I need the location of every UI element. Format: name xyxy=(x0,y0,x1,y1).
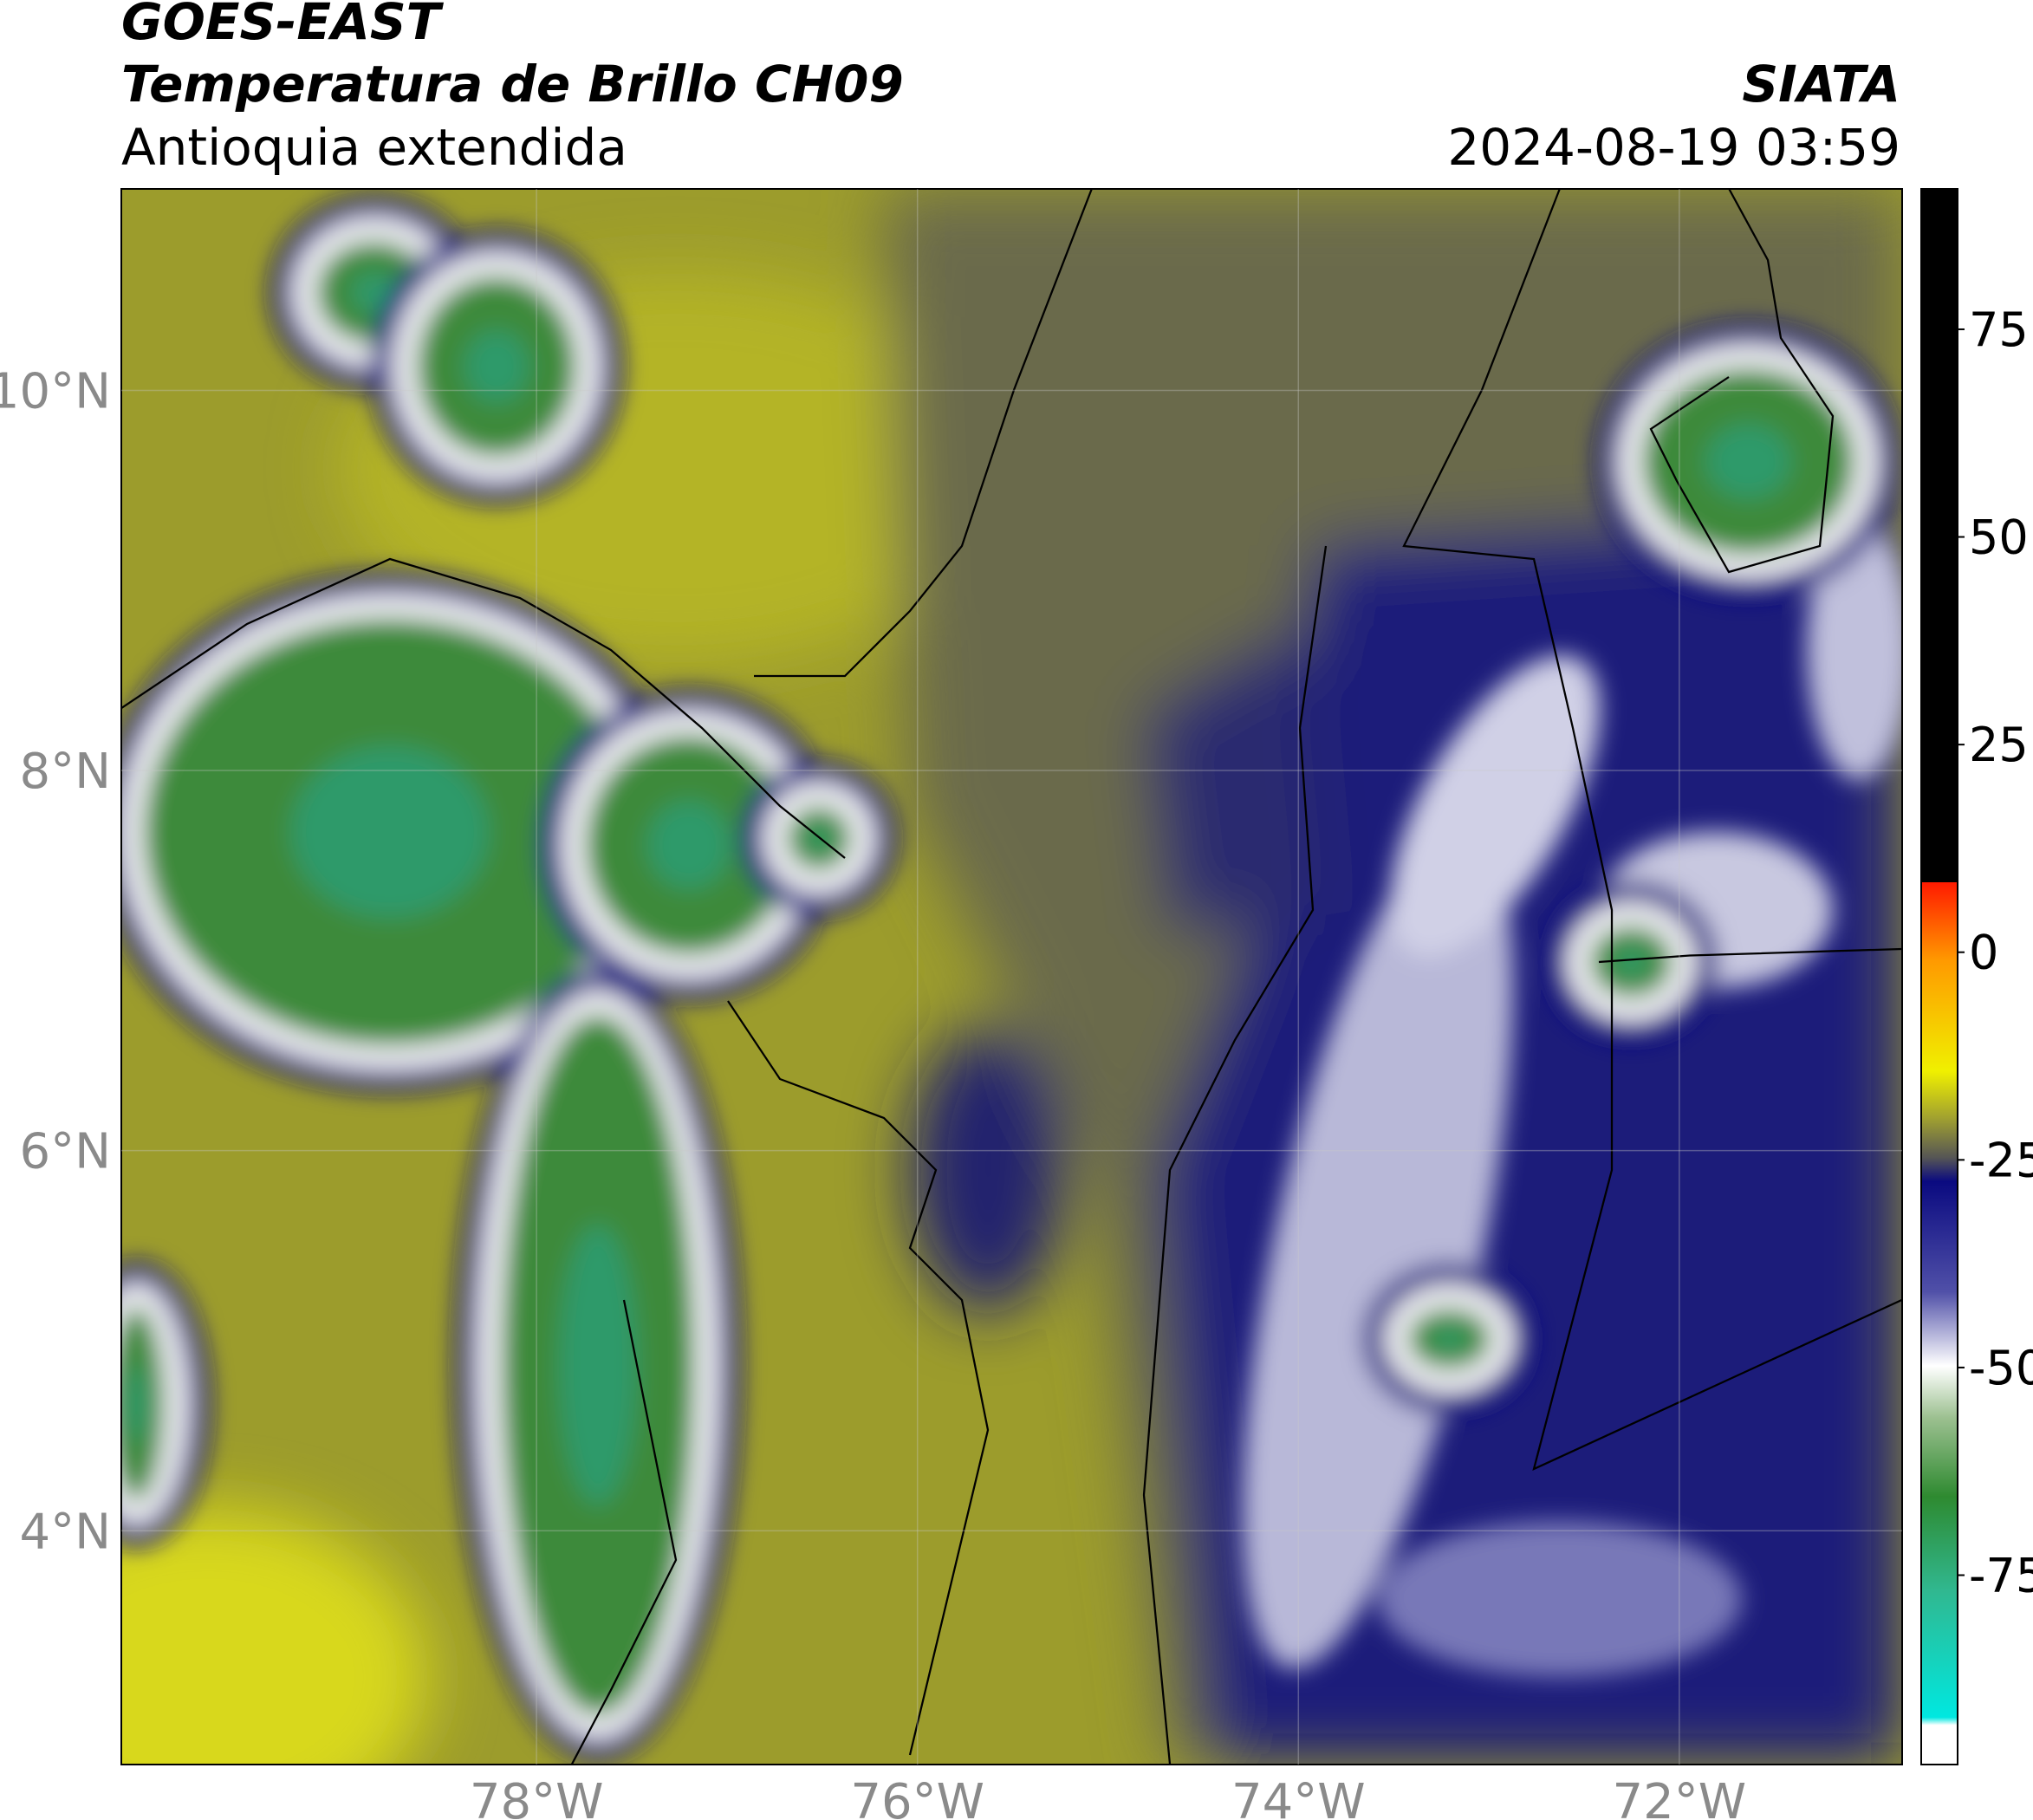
map-shape xyxy=(120,196,1902,1760)
map-shape xyxy=(1378,1521,1742,1677)
datetime: 2024-08-19 03:59 xyxy=(1447,118,1900,177)
colorbar-tick-label: 25 xyxy=(1969,718,2029,772)
map-shape xyxy=(727,1000,990,1756)
cloud-center xyxy=(291,746,489,918)
y-tick-label: 6°N xyxy=(19,1124,111,1180)
map-shape xyxy=(754,188,1094,678)
subtitle: Temperatura de Brillo CH09 xyxy=(121,55,904,114)
map-shape xyxy=(1649,188,1835,574)
region: Antioquia extendida xyxy=(121,118,627,177)
map-shape xyxy=(1142,545,1328,1765)
colorbar-tick-label: -50 xyxy=(1969,1341,2033,1395)
colorbar-tick-label: -75 xyxy=(1969,1548,2033,1602)
cloud-center xyxy=(1705,424,1791,499)
axes: 78°W 76°W 74°W 72°W 4°N 6°N 8°N 10°N -75 -50 -25 0 2… xyxy=(0,189,2033,1820)
colorbar xyxy=(1920,188,1958,1765)
map-shape xyxy=(120,1508,429,1765)
source: SIATA xyxy=(1742,55,1900,114)
map-shape xyxy=(1242,828,1514,1668)
map-shape xyxy=(1144,624,1326,936)
y-tick-label: 8°N xyxy=(19,744,111,800)
map-frame xyxy=(120,188,1903,1765)
x-tick-label: 78°W xyxy=(470,1774,604,1820)
colorbar-tick-label: 75 xyxy=(1969,302,2029,357)
map-shape xyxy=(571,1299,678,1765)
map-shape xyxy=(1807,520,1902,780)
cloud-center xyxy=(559,1225,637,1505)
cloud-center xyxy=(1432,1326,1466,1352)
cloud-center xyxy=(647,801,731,889)
x-tick-label: 76°W xyxy=(850,1774,984,1820)
title: GOES-EAST xyxy=(121,0,445,51)
colorbar-tick-label: 50 xyxy=(1969,510,2029,565)
map-shape xyxy=(1390,655,1600,957)
map-shape xyxy=(910,1027,1066,1313)
cloud-center xyxy=(125,1365,148,1443)
cloud-center xyxy=(1614,947,1648,977)
x-tick-label: 72°W xyxy=(1613,1774,1747,1820)
map-shape xyxy=(1598,947,1902,964)
map-shape xyxy=(120,557,846,859)
map-shape xyxy=(120,188,1902,1765)
cloud-center xyxy=(464,330,529,403)
map-shape xyxy=(120,196,1900,1760)
colorbar-tick-label: -25 xyxy=(1969,1133,2033,1187)
colorbar-tick-label: 0 xyxy=(1969,926,1998,980)
y-tick-label: 10°N xyxy=(0,363,111,419)
y-tick-label: 4°N xyxy=(19,1504,111,1560)
x-tick-label: 74°W xyxy=(1231,1774,1366,1820)
cloud-center xyxy=(351,271,398,314)
map-shape xyxy=(1402,188,1902,1472)
map-shape xyxy=(120,188,1902,1765)
satellite-image xyxy=(120,188,1902,1765)
